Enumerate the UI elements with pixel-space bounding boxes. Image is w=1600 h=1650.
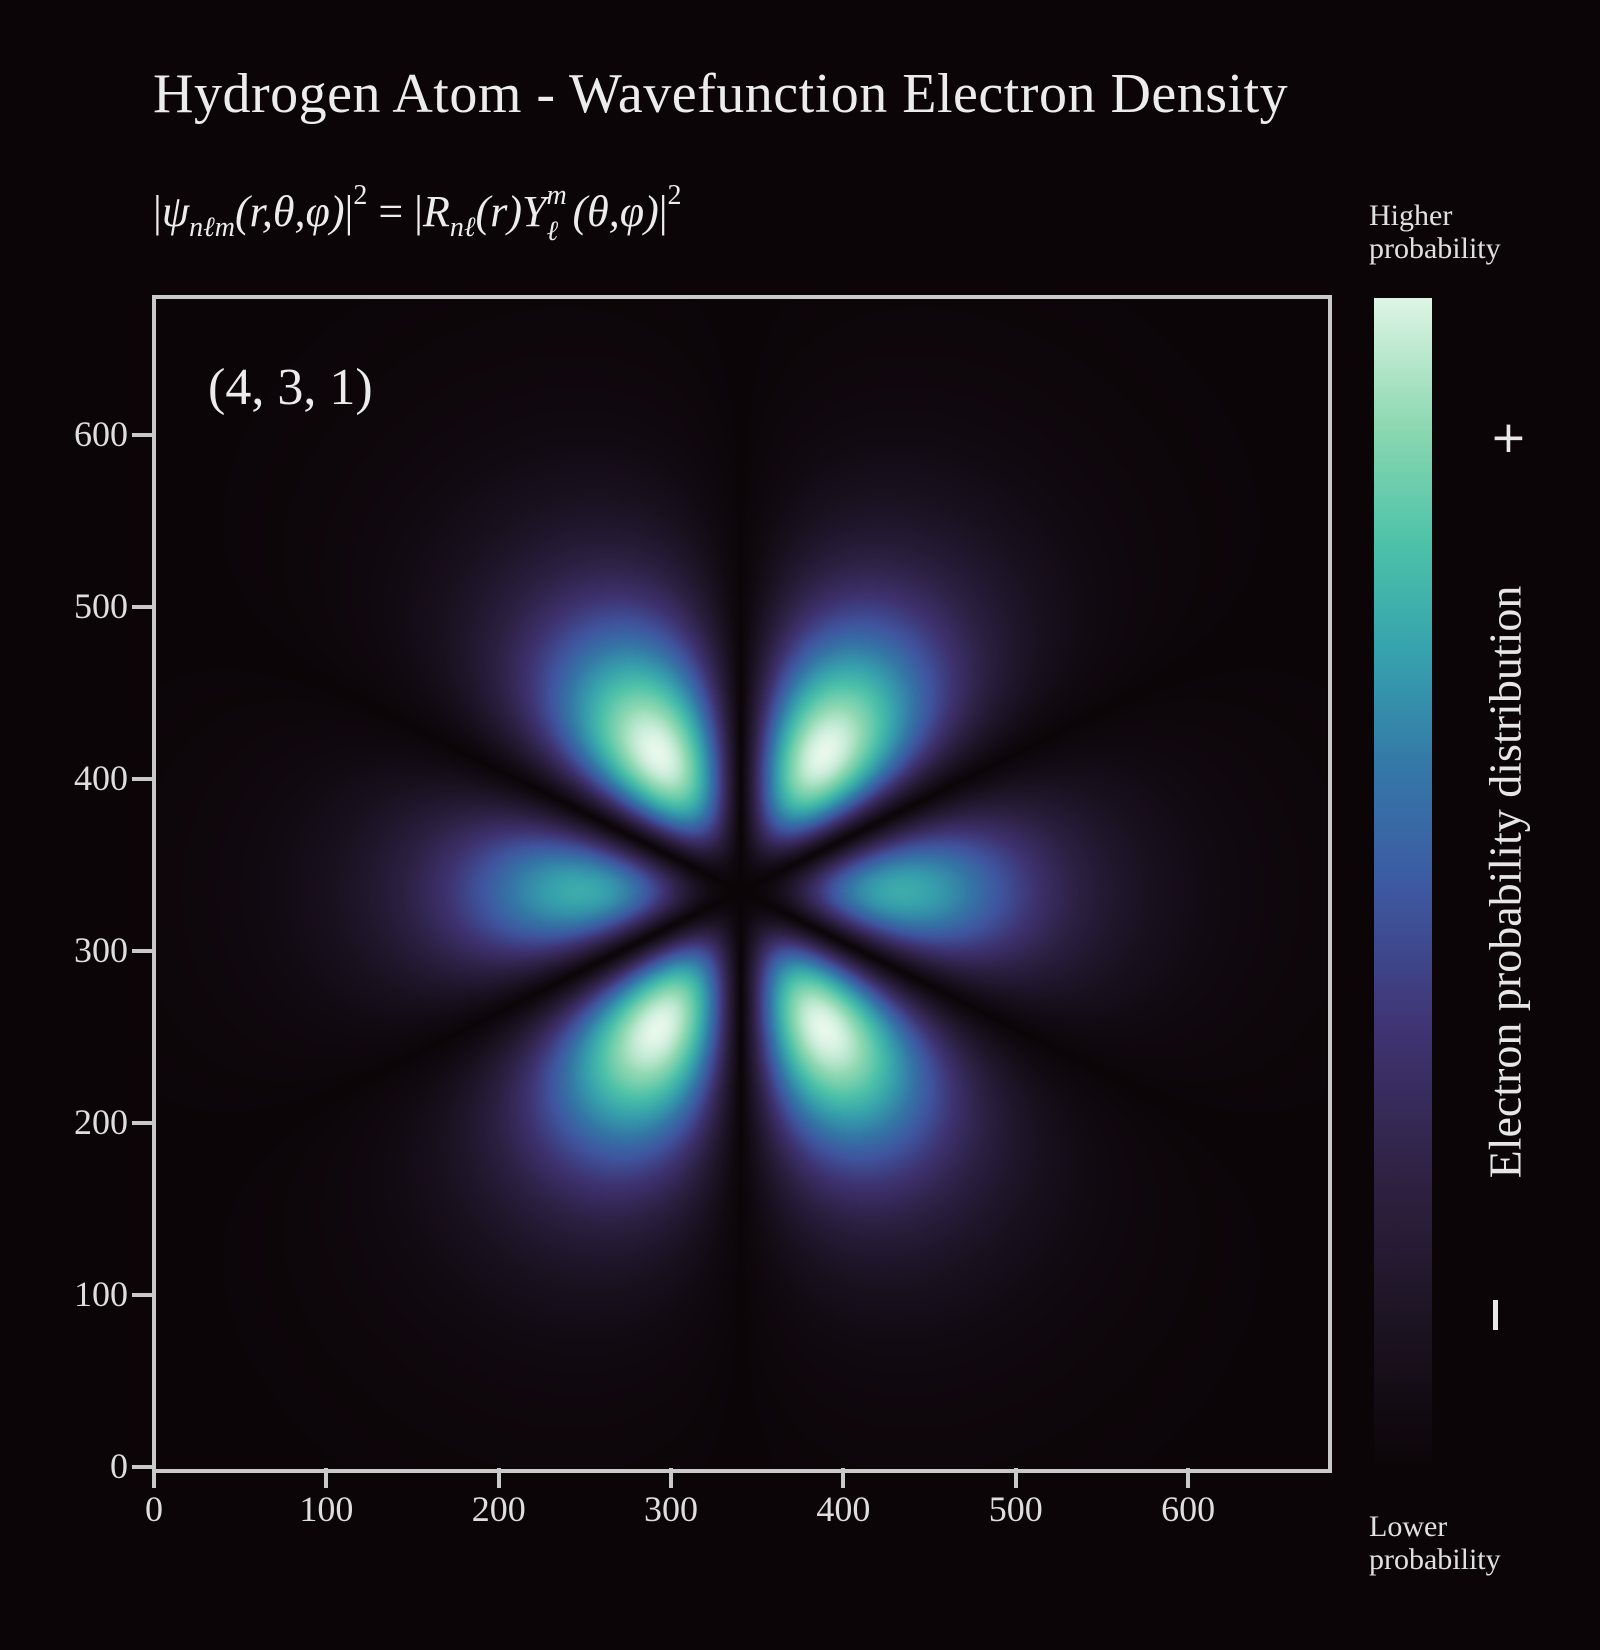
y-tick-mark [132,1292,154,1297]
y-tick-mark [132,1465,154,1469]
harmonic-arguments: (θ,φ) [572,187,659,236]
psi-symbol: ψ [161,187,190,236]
y-tick-mark [132,948,154,953]
colorbar-bottom-label-line1: Lower [1369,1510,1448,1543]
colorbar-top-label-line2: probability [1369,232,1501,265]
harmonic-superscript: m [546,180,567,211]
x-tick-mark [1013,1468,1018,1488]
x-tick-label: 100 [299,1489,354,1529]
y-tick-label: 100 [74,1273,128,1314]
y-tick-label: 200 [74,1101,128,1142]
psi-arguments: (r,θ,φ) [235,187,345,236]
psi-subscript: nℓm [189,212,236,243]
radial-subscript: nℓ [449,212,476,243]
radial-arguments: (r) [475,187,522,236]
x-tick-label: 200 [471,1489,526,1529]
x-tick-mark [1186,1468,1191,1488]
colorbar-axis-label: Electron probability distribution [1479,585,1531,1179]
y-tick-mark [132,432,154,437]
chart-title: Hydrogen Atom - Wavefunction Electron De… [153,63,1289,125]
colorbar-plus-sign: + [1490,412,1527,463]
y-tick-label: 600 [74,413,128,454]
y-tick-mark [132,604,154,609]
y-tick-label: 400 [74,757,128,798]
x-tick-label: 300 [644,1489,699,1529]
x-tick-mark [669,1468,674,1488]
colorbar-bottom-label: Lower probability [1369,1510,1501,1576]
y-tick-label: 300 [74,929,128,970]
x-tick-label: 600 [1161,1489,1216,1529]
x-tick-label: 0 [145,1489,163,1529]
x-tick-mark [841,1468,846,1488]
colorbar-top-label-line1: Higher [1369,199,1453,232]
density-heatmap [154,297,1326,1467]
quantum-state-label: (4, 3, 1) [208,359,373,416]
radial-symbol: R [422,187,450,236]
colorbar-bottom-label-line2: probability [1369,1543,1501,1576]
density-heatmap-canvas [154,297,1326,1467]
psi-exponent: 2 [353,180,368,211]
harmonic-symbol: Y [521,187,547,236]
x-tick-mark [324,1468,329,1488]
y-tick-label: 0 [110,1446,128,1486]
colorbar-minus-sign [1493,1300,1498,1330]
harmonic-subscript: ℓ [546,216,559,247]
x-tick-label: 400 [816,1489,871,1529]
wavefunction-formula: |ψnℓm(r,θ,φ)|2 = |Rnℓ(r)Y m ℓ (θ,φ)|2 [153,180,682,247]
rhs-exponent: 2 [667,180,682,211]
x-tick-mark [496,1468,501,1488]
colorbar-top-label: Higher probability [1369,199,1501,265]
x-tick-mark [152,1468,156,1488]
x-tick-label: 500 [988,1489,1043,1529]
colorbar [1374,298,1432,1467]
y-tick-mark [132,1120,154,1125]
y-tick-mark [132,776,154,781]
y-tick-label: 500 [74,585,128,626]
